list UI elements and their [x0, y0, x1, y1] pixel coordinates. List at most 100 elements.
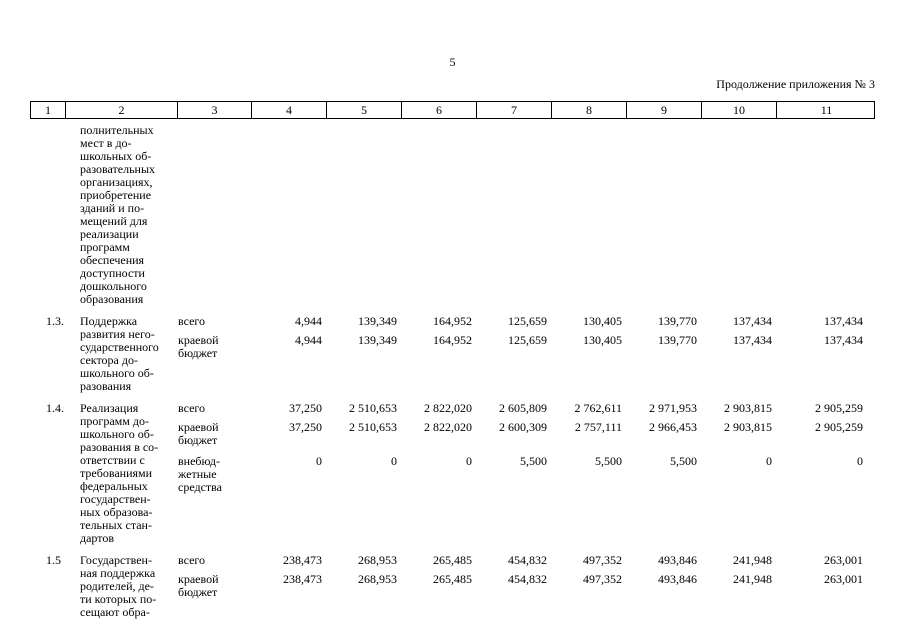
table-header-row: 1 2 3 4 5 6 7 8 9 10 11	[30, 101, 875, 119]
value-cell: 5,500	[670, 454, 697, 468]
value-cell: 2 510,653	[349, 420, 397, 434]
header-cell: 7	[476, 102, 551, 118]
source-label: всего	[178, 553, 206, 567]
value-cell: 238,473	[283, 553, 322, 567]
value-cell: 0	[391, 454, 397, 468]
value-cell: 268,953	[358, 572, 397, 586]
row-number	[30, 124, 64, 306]
value-cell: 139,349	[358, 333, 397, 347]
value-cell: 497,352	[583, 553, 622, 567]
value-cell: 5,500	[520, 454, 547, 468]
header-cell: 11	[776, 102, 876, 118]
value-cell: 2 605,809	[499, 401, 547, 415]
value-cell: 37,250	[289, 420, 322, 434]
value-cell: 0	[857, 454, 863, 468]
value-cell: 4,944	[295, 314, 322, 328]
value-cell: 2 600,309	[499, 420, 547, 434]
appendix-table: 1 2 3 4 5 6 7 8 9 10 11 полнительных мес…	[30, 101, 875, 619]
header-cell: 10	[701, 102, 776, 118]
value-cell: 265,485	[433, 572, 472, 586]
value-cell: 493,846	[658, 572, 697, 586]
row-description: полнительных мест в до- школьных об- раз…	[80, 123, 156, 306]
row-number: 1.5	[46, 553, 61, 567]
value-cell: 137,434	[733, 314, 772, 328]
value-cell: 493,846	[658, 553, 697, 567]
row-number: 1.3.	[46, 314, 64, 328]
value-cell: 2 757,111	[574, 420, 622, 434]
value-cell: 2 905,259	[815, 420, 863, 434]
value-cell: 454,832	[508, 553, 547, 567]
row-number: 1.4.	[46, 401, 64, 415]
source-label: краевой бюджет	[178, 572, 219, 599]
header-cell: 4	[251, 102, 326, 118]
value-cell: 137,434	[824, 333, 863, 347]
value-cell: 2 971,953	[649, 401, 697, 415]
value-cell: 164,952	[433, 333, 472, 347]
value-cell: 139,770	[658, 314, 697, 328]
value-cell: 2 903,815	[724, 401, 772, 415]
value-cell: 2 762,611	[574, 401, 622, 415]
value-cell: 241,948	[733, 572, 772, 586]
value-cell: 2 822,020	[424, 401, 472, 415]
header-cell: 9	[626, 102, 701, 118]
row-title: Реализация программ до- школьного об- ра…	[80, 401, 159, 545]
value-cell: 0	[766, 454, 772, 468]
value-cell: 263,001	[824, 553, 863, 567]
value-cell: 2 905,259	[815, 401, 863, 415]
page-content: 5 Продолжение приложения № 3 1 2 3 4 5 6…	[30, 0, 875, 619]
funding-source-row: всего 4,944 139,349 164,952 125,659 130,…	[176, 315, 875, 328]
value-cell: 238,473	[283, 572, 322, 586]
value-cell: 263,001	[824, 572, 863, 586]
value-cell: 2 966,453	[649, 420, 697, 434]
row-values-area	[176, 124, 875, 306]
header-cell: 3	[177, 102, 251, 118]
table-row: 1.4. Реализация программ до- школьного о…	[30, 402, 875, 545]
value-cell: 125,659	[508, 333, 547, 347]
value-cell: 2 822,020	[424, 420, 472, 434]
value-cell: 0	[316, 454, 322, 468]
value-cell: 265,485	[433, 553, 472, 567]
funding-source-row: всего 238,473 268,953 265,485 454,832 49…	[176, 554, 875, 567]
value-cell: 139,770	[658, 333, 697, 347]
header-cell: 1	[45, 103, 51, 117]
table-row: 1.5 Государствен- ная поддержка родителе…	[30, 554, 875, 619]
value-cell: 268,953	[358, 553, 397, 567]
source-label: всего	[178, 314, 206, 328]
value-cell: 2 903,815	[724, 420, 772, 434]
row-title: Государствен- ная поддержка родителей, д…	[80, 553, 157, 619]
table-body: полнительных мест в до- школьных об- раз…	[30, 124, 875, 619]
header-cell: 8	[551, 102, 626, 118]
continuation-note: Продолжение приложения № 3	[716, 77, 875, 91]
value-cell: 139,349	[358, 314, 397, 328]
value-cell: 125,659	[508, 314, 547, 328]
source-label: всего	[178, 401, 206, 415]
funding-source-row: краевой бюджет 238,473 268,953 265,485 4…	[176, 573, 875, 599]
row-title: Поддержка развития него- сударственного …	[80, 314, 159, 393]
value-cell: 4,944	[295, 333, 322, 347]
row-values-area: всего 37,250 2 510,653 2 822,020 2 605,8…	[176, 402, 875, 545]
header-cell: 6	[401, 102, 476, 118]
value-cell: 37,250	[289, 401, 322, 415]
value-cell: 137,434	[824, 314, 863, 328]
value-cell: 5,500	[595, 454, 622, 468]
table-row-carryover: полнительных мест в до- школьных об- раз…	[30, 124, 875, 306]
header-cell: 2	[65, 102, 177, 118]
header-cell: 5	[326, 102, 401, 118]
source-label: краевой бюджет	[178, 333, 219, 360]
value-cell: 241,948	[733, 553, 772, 567]
value-cell: 130,405	[583, 314, 622, 328]
row-values-area: всего 238,473 268,953 265,485 454,832 49…	[176, 554, 875, 619]
row-values-area: всего 4,944 139,349 164,952 125,659 130,…	[176, 315, 875, 393]
funding-source-row: краевой бюджет 37,250 2 510,653 2 822,02…	[176, 421, 875, 447]
page-number: 5	[449, 55, 456, 69]
value-cell: 0	[466, 454, 472, 468]
value-cell: 454,832	[508, 572, 547, 586]
table-row: 1.3. Поддержка развития него- сударствен…	[30, 315, 875, 393]
value-cell: 2 510,653	[349, 401, 397, 415]
funding-source-row: внебюд- жетные средства 0 0 0 5,500 5,50…	[176, 455, 875, 494]
value-cell: 137,434	[733, 333, 772, 347]
source-label: краевой бюджет	[178, 420, 219, 447]
value-cell: 130,405	[583, 333, 622, 347]
value-cell: 497,352	[583, 572, 622, 586]
value-cell: 164,952	[433, 314, 472, 328]
